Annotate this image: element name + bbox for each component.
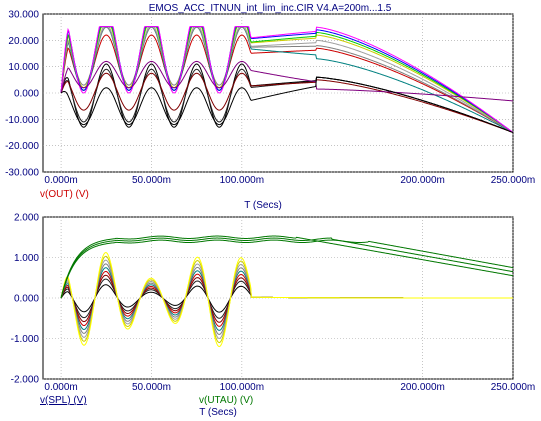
spl-series-line (60, 274, 513, 323)
top-series-line (60, 26, 513, 133)
top-series-line (60, 26, 513, 133)
bottom-tick-labels: 0.000m 50.000m 100.000m 200.000m 250.000m 2.0… (11, 213, 536, 394)
y-tick-label: -1.000 (11, 334, 40, 345)
x-tick-label: 50.000m (132, 175, 171, 186)
bottom-grid (43, 216, 514, 380)
y-tick-label: 10.000 (8, 62, 39, 73)
bottom-legend-spl[interactable]: v(SPL) (V) (40, 395, 87, 406)
utau-series-line (60, 235, 513, 299)
top-series-line (60, 26, 513, 133)
x-tick-label: 50.000m (132, 382, 171, 393)
spl-series-line (60, 259, 513, 340)
x-tick-label: 250.000m (491, 175, 535, 186)
y-tick-label: -2.000 (11, 375, 40, 386)
utau-series-line (60, 239, 513, 299)
x-tick-label: 100.000m (220, 382, 264, 393)
top-series-line (60, 26, 513, 133)
top-series-line (60, 68, 513, 133)
chart-title: EMOS_ACC_ITNUN_int_lim_inc.CIR V4.A=200m… (149, 3, 392, 14)
top-series-line (60, 60, 513, 102)
utau-series-line (60, 237, 513, 299)
top-legend-out[interactable]: v(OUT) (V) (40, 189, 89, 200)
y-tick-label: 30.000 (8, 10, 39, 21)
spl-series-line (60, 252, 513, 348)
y-tick-label: -10.000 (5, 115, 39, 126)
y-tick-label: 0.000 (14, 89, 39, 100)
x-tick-label: 200.000m (400, 175, 444, 186)
bottom-plot[interactable]: 0.000m 50.000m 100.000m 200.000m 250.000m 2.0… (11, 213, 536, 419)
bottom-legend-utau[interactable]: v(UTAU) (V) (199, 395, 253, 406)
x-tick-label: 0.000m (44, 382, 77, 393)
top-series-line (60, 26, 513, 133)
top-plot[interactable]: 0.000m 50.000m 100.000m 200.000m 250.000m 30.… (5, 10, 535, 212)
y-tick-label: 0.000 (14, 294, 39, 305)
top-series (60, 26, 513, 133)
spl-series-line (60, 278, 513, 319)
top-series-line (60, 26, 513, 133)
x-tick-label: 0.000m (44, 175, 77, 186)
bottom-x-axis-label: T (Secs) (199, 407, 237, 418)
top-series-line (60, 26, 513, 133)
bottom-series (60, 235, 513, 348)
spl-series-line (60, 255, 513, 344)
top-x-axis-label: T (Secs) (244, 200, 282, 211)
y-tick-label: 20.000 (8, 36, 39, 47)
x-tick-label: 250.000m (491, 382, 535, 393)
top-tick-labels: 0.000m 50.000m 100.000m 200.000m 250.000m 30.… (5, 10, 535, 187)
y-tick-label: 2.000 (14, 213, 39, 224)
y-tick-label: -20.000 (5, 141, 39, 152)
x-tick-label: 200.000m (400, 382, 444, 393)
top-series-line (60, 76, 513, 133)
x-tick-label: 100.000m (220, 175, 264, 186)
top-series-line (60, 72, 513, 133)
y-tick-label: -30.000 (5, 168, 39, 179)
y-tick-label: 1.000 (14, 253, 39, 264)
